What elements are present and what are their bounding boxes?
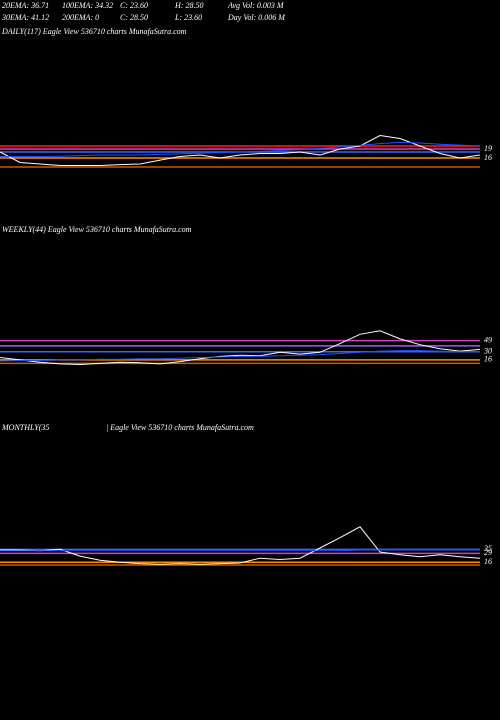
- header-stat: Day Vol: 0.006 M: [227, 13, 286, 22]
- y-tick-label: 35: [483, 544, 492, 553]
- price-line: [0, 526, 481, 565]
- price-line: [0, 141, 481, 157]
- header-stat: 100EMA: 34.32: [62, 1, 113, 10]
- header-stat: C: 28.50: [120, 13, 148, 22]
- y-tick-label: 16: [484, 557, 492, 566]
- y-tick-label: 16: [484, 355, 492, 364]
- y-tick-label: 16: [484, 153, 492, 162]
- price-line: [0, 549, 480, 552]
- y-tick-label: 29: [484, 548, 492, 557]
- y-tick-label: 49: [484, 336, 492, 345]
- price-line: [0, 330, 481, 366]
- panel-title: DAILY(117) Eagle View 536710 charts Muna…: [1, 27, 187, 36]
- header-stat: Avg Vol: 0.003 M: [227, 1, 285, 10]
- header-stat: C: 23.60: [120, 1, 148, 10]
- panel-subtitle: | Eagle View 536710 charts MunafaSutra.c…: [106, 423, 254, 432]
- price-line: [0, 134, 481, 166]
- header-stat: 200EMA: 0: [62, 13, 99, 22]
- panel-title: MONTHLY(35: [1, 423, 49, 432]
- header-stat: 20EMA: 36.71: [2, 1, 49, 10]
- header-stat: 30EMA: 41.12: [1, 13, 49, 22]
- y-tick-label: 19: [484, 144, 492, 153]
- header-stat: H: 28.50: [174, 1, 203, 10]
- y-tick-label: 30: [483, 347, 492, 356]
- price-line: [0, 350, 480, 362]
- header-stat: L: 23.60: [174, 13, 202, 22]
- panel-title: WEEKLY(44) Eagle View 536710 charts Muna…: [2, 225, 192, 234]
